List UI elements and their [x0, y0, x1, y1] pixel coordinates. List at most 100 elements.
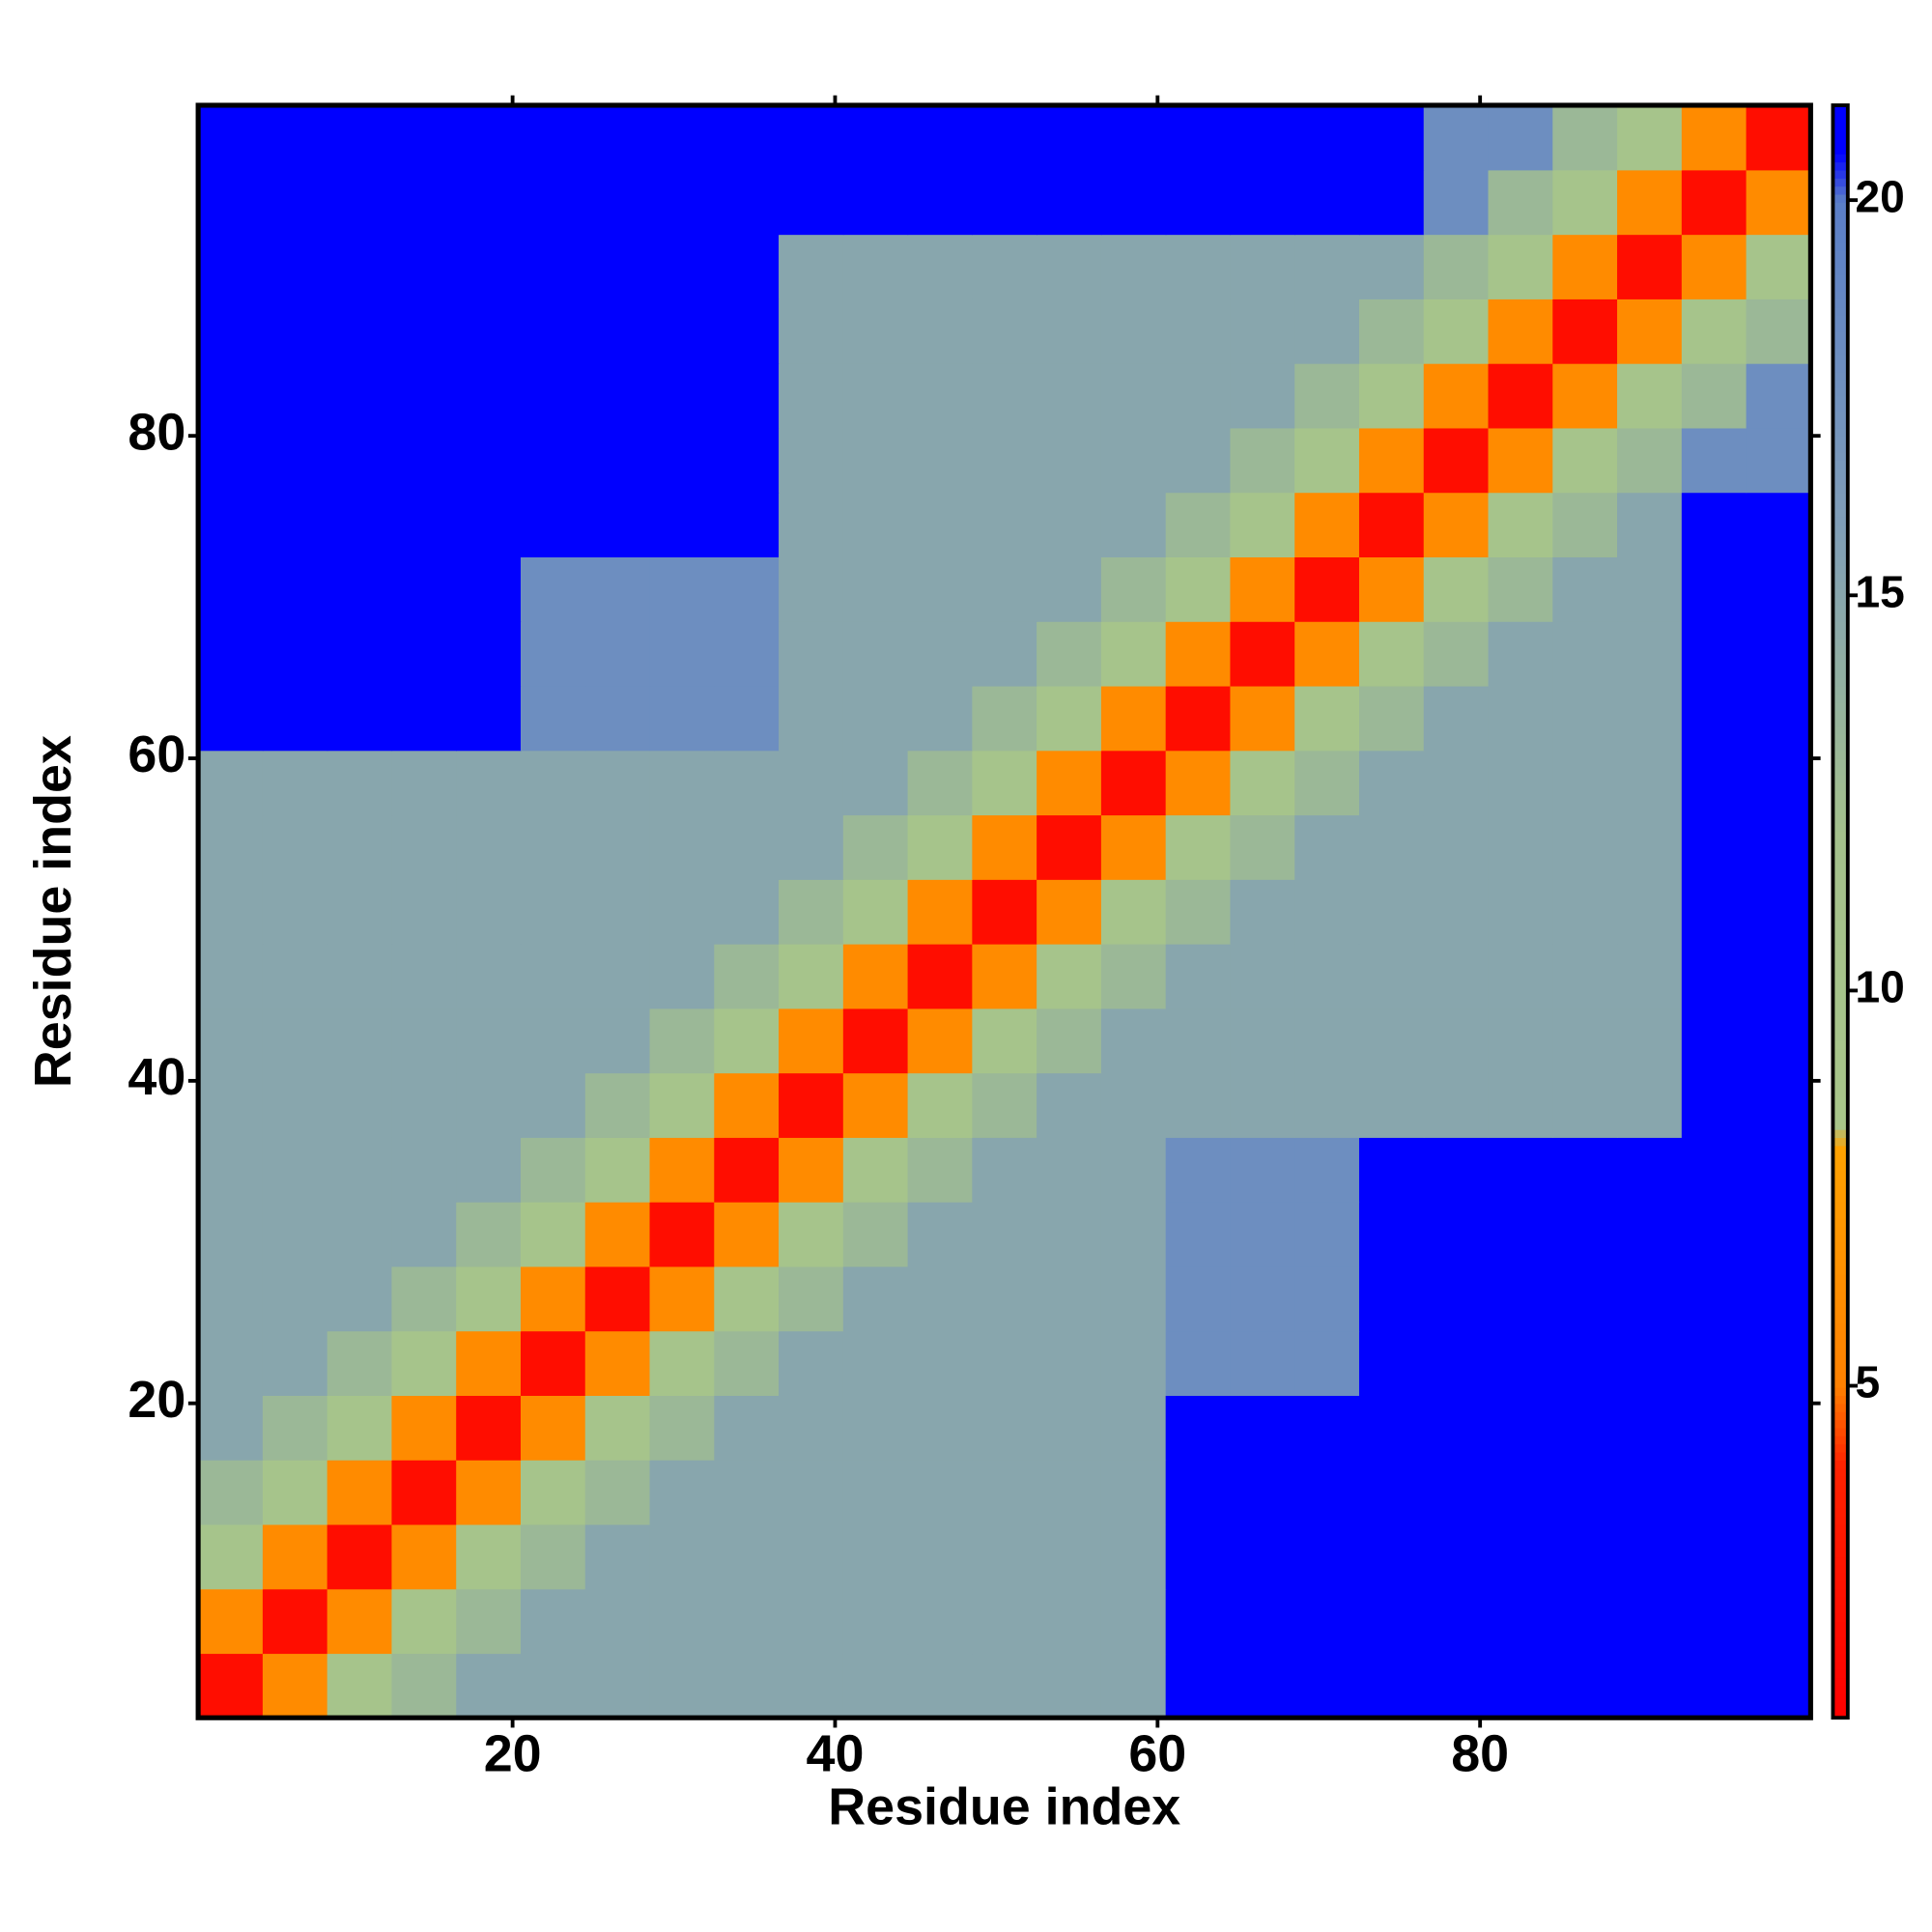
heatmap-cell	[584, 1395, 651, 1461]
heatmap-cell	[714, 879, 780, 945]
heatmap-cell	[520, 621, 586, 687]
y-axis-label: Residue index	[24, 735, 82, 1088]
heatmap-cell	[584, 1588, 651, 1655]
colorbar-slice	[1833, 419, 1848, 429]
colorbar-slice	[1833, 943, 1848, 953]
colorbar-slice	[1833, 798, 1848, 808]
heatmap-cell	[1617, 1265, 1683, 1332]
heatmap-cell	[1746, 1330, 1811, 1396]
colorbar-slice	[1833, 1065, 1848, 1074]
heatmap-cell	[1165, 943, 1232, 1009]
colorbar-slice	[1833, 992, 1848, 1002]
heatmap-cell	[1423, 1008, 1490, 1074]
heatmap-cell	[1681, 492, 1747, 557]
heatmap-cell	[842, 1008, 909, 1074]
colorbar-slice	[1833, 556, 1848, 566]
heatmap-cell	[1488, 1523, 1553, 1590]
heatmap-cell	[327, 1137, 393, 1203]
heatmap-cell	[1294, 1588, 1360, 1655]
heatmap-cell	[842, 750, 909, 816]
heatmap-cell	[1037, 1137, 1102, 1203]
colorbar-tick-label: 10	[1856, 962, 1905, 1012]
colorbar-slice	[1833, 1290, 1848, 1299]
colorbar-slice	[1833, 621, 1848, 631]
colorbar-slice	[1833, 145, 1848, 155]
heatmap-cell	[1294, 750, 1360, 816]
heatmap-cell	[1552, 685, 1618, 752]
heatmap-cell	[1681, 1523, 1747, 1590]
heatmap-cell	[907, 104, 973, 171]
heatmap-cell	[198, 879, 264, 945]
heatmap-cell	[1488, 621, 1553, 687]
colorbar-slice	[1833, 314, 1848, 325]
heatmap-cell	[1230, 556, 1295, 622]
heatmap-cell	[1165, 492, 1232, 557]
heatmap-cell	[520, 1008, 586, 1074]
colorbar-slice	[1833, 1403, 1848, 1412]
colorbar-slice	[1833, 1572, 1848, 1582]
heatmap-cell	[907, 1008, 973, 1074]
heatmap-cell	[1552, 814, 1618, 880]
heatmap-cell	[1552, 556, 1618, 622]
heatmap-cell	[198, 298, 264, 364]
heatmap-cell	[327, 1523, 393, 1590]
colorbar-slice	[1833, 1387, 1848, 1397]
colorbar-slice	[1833, 1104, 1848, 1115]
heatmap-cell	[1037, 298, 1102, 364]
colorbar-slice	[1833, 911, 1848, 921]
heatmap-cell	[1294, 1137, 1360, 1203]
heatmap-cell	[1165, 750, 1232, 816]
colorbar-slice	[1833, 427, 1848, 437]
colorbar-slice	[1833, 968, 1848, 978]
heatmap-cell	[907, 814, 973, 880]
colorbar-slice	[1833, 694, 1848, 703]
colorbar-slice	[1833, 1556, 1848, 1566]
heatmap-cell	[907, 750, 973, 816]
heatmap-cell	[520, 104, 586, 171]
heatmap-cell	[907, 1330, 973, 1396]
heatmap-cell	[1423, 685, 1490, 752]
heatmap-cell	[714, 234, 780, 299]
colorbar-slice	[1833, 959, 1848, 969]
heatmap-cell	[198, 814, 264, 880]
heatmap-cell	[907, 1523, 973, 1590]
heatmap-cell	[584, 879, 651, 945]
heatmap-cell	[1230, 685, 1295, 752]
colorbar-slice	[1833, 879, 1848, 889]
colorbar-slice	[1833, 121, 1848, 130]
heatmap-cell	[1746, 750, 1811, 816]
heatmap-cell	[584, 943, 651, 1009]
heatmap-cell	[1746, 169, 1811, 236]
colorbar-slice	[1833, 113, 1848, 123]
colorbar-slice	[1833, 1128, 1848, 1139]
heatmap-cell	[1617, 1653, 1683, 1719]
colorbar-slice	[1833, 1258, 1848, 1267]
heatmap-cell	[1100, 1072, 1167, 1138]
heatmap-cell	[262, 1330, 328, 1396]
colorbar-slice	[1833, 1636, 1848, 1646]
colorbar-slice	[1833, 137, 1848, 147]
heatmap-cell	[1681, 556, 1747, 622]
heatmap-cell	[456, 750, 522, 816]
heatmap-cell	[198, 750, 264, 816]
heatmap-cell	[1552, 234, 1618, 299]
colorbar-slice	[1833, 742, 1848, 752]
colorbar-slice	[1833, 508, 1848, 518]
heatmap-cell	[1681, 1072, 1747, 1138]
plot-frame	[195, 102, 1813, 1720]
heatmap-cell	[779, 1588, 844, 1655]
heatmap-cell	[391, 1460, 457, 1525]
heatmap-cell	[1617, 1330, 1683, 1396]
heatmap-cell	[972, 814, 1037, 880]
colorbar-slice	[1833, 1621, 1848, 1631]
heatmap-cell	[1681, 1653, 1747, 1719]
heatmap-cell	[1423, 104, 1490, 171]
colorbar-slice	[1833, 750, 1848, 759]
heatmap-cell	[714, 556, 780, 622]
heatmap-cell	[1037, 169, 1102, 236]
heatmap-cell	[1617, 1202, 1683, 1267]
colorbar-slice	[1833, 475, 1848, 486]
heatmap-cell	[907, 879, 973, 945]
heatmap-cell	[456, 879, 522, 945]
